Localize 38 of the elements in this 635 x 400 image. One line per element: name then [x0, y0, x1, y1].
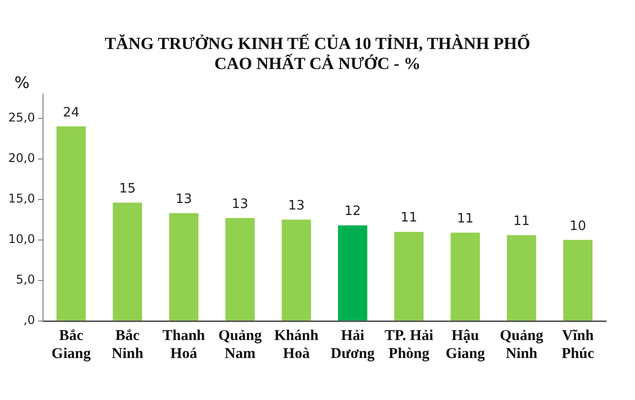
bar	[394, 232, 424, 320]
y-tick-label: 5,0	[16, 272, 35, 287]
x-tick-label: Vĩnh Phúc	[562, 328, 594, 362]
y-tick-label: ,0	[24, 313, 35, 328]
y-tick-label: 25,0	[8, 110, 35, 124]
x-tick-label: Khánh Hoà	[274, 328, 320, 362]
x-tick-label: Bắc Giang	[52, 328, 92, 362]
data-label: 15	[119, 182, 136, 197]
y-tick-label: 10,0	[8, 232, 35, 246]
data-label: 12	[344, 204, 361, 220]
bar	[506, 235, 536, 320]
x-tick-label: Hải Dương	[330, 328, 376, 362]
y-axis-title: %	[14, 73, 30, 92]
bar	[169, 213, 198, 320]
data-label: 11	[513, 214, 530, 229]
bar	[112, 202, 142, 320]
x-tick-label: Bắc Ninh	[112, 328, 144, 362]
data-label: 11	[456, 212, 474, 227]
x-tick-label: TP. Hải Phòng	[384, 328, 434, 362]
data-label: 24	[62, 105, 80, 120]
bar	[56, 126, 86, 320]
bar	[450, 232, 480, 320]
data-label: 13	[175, 192, 192, 208]
bar	[338, 225, 368, 320]
data-label: 13	[232, 196, 248, 212]
x-tick-label: Quảng Nam	[218, 328, 262, 362]
data-label: 10	[570, 218, 586, 234]
bar	[563, 240, 592, 320]
y-tick-label: 20,0	[8, 150, 35, 165]
x-tick-label: Thanh Hoá	[162, 328, 206, 362]
bar	[282, 220, 311, 320]
y-tick-label: 15,0	[8, 192, 35, 206]
bar	[225, 218, 255, 320]
data-label: 11	[400, 210, 418, 226]
data-label: 13	[288, 198, 305, 214]
x-tick-label: Quảng Ninh	[500, 328, 544, 362]
x-tick-label: Hậu Giang	[446, 328, 486, 362]
chart-title: TĂNG TRƯỞNG KINH TẾ CỦA 10 TỈNH, THÀNH PHỐ CAO NHẤT CẢ NƯỚC - %	[104, 34, 532, 74]
